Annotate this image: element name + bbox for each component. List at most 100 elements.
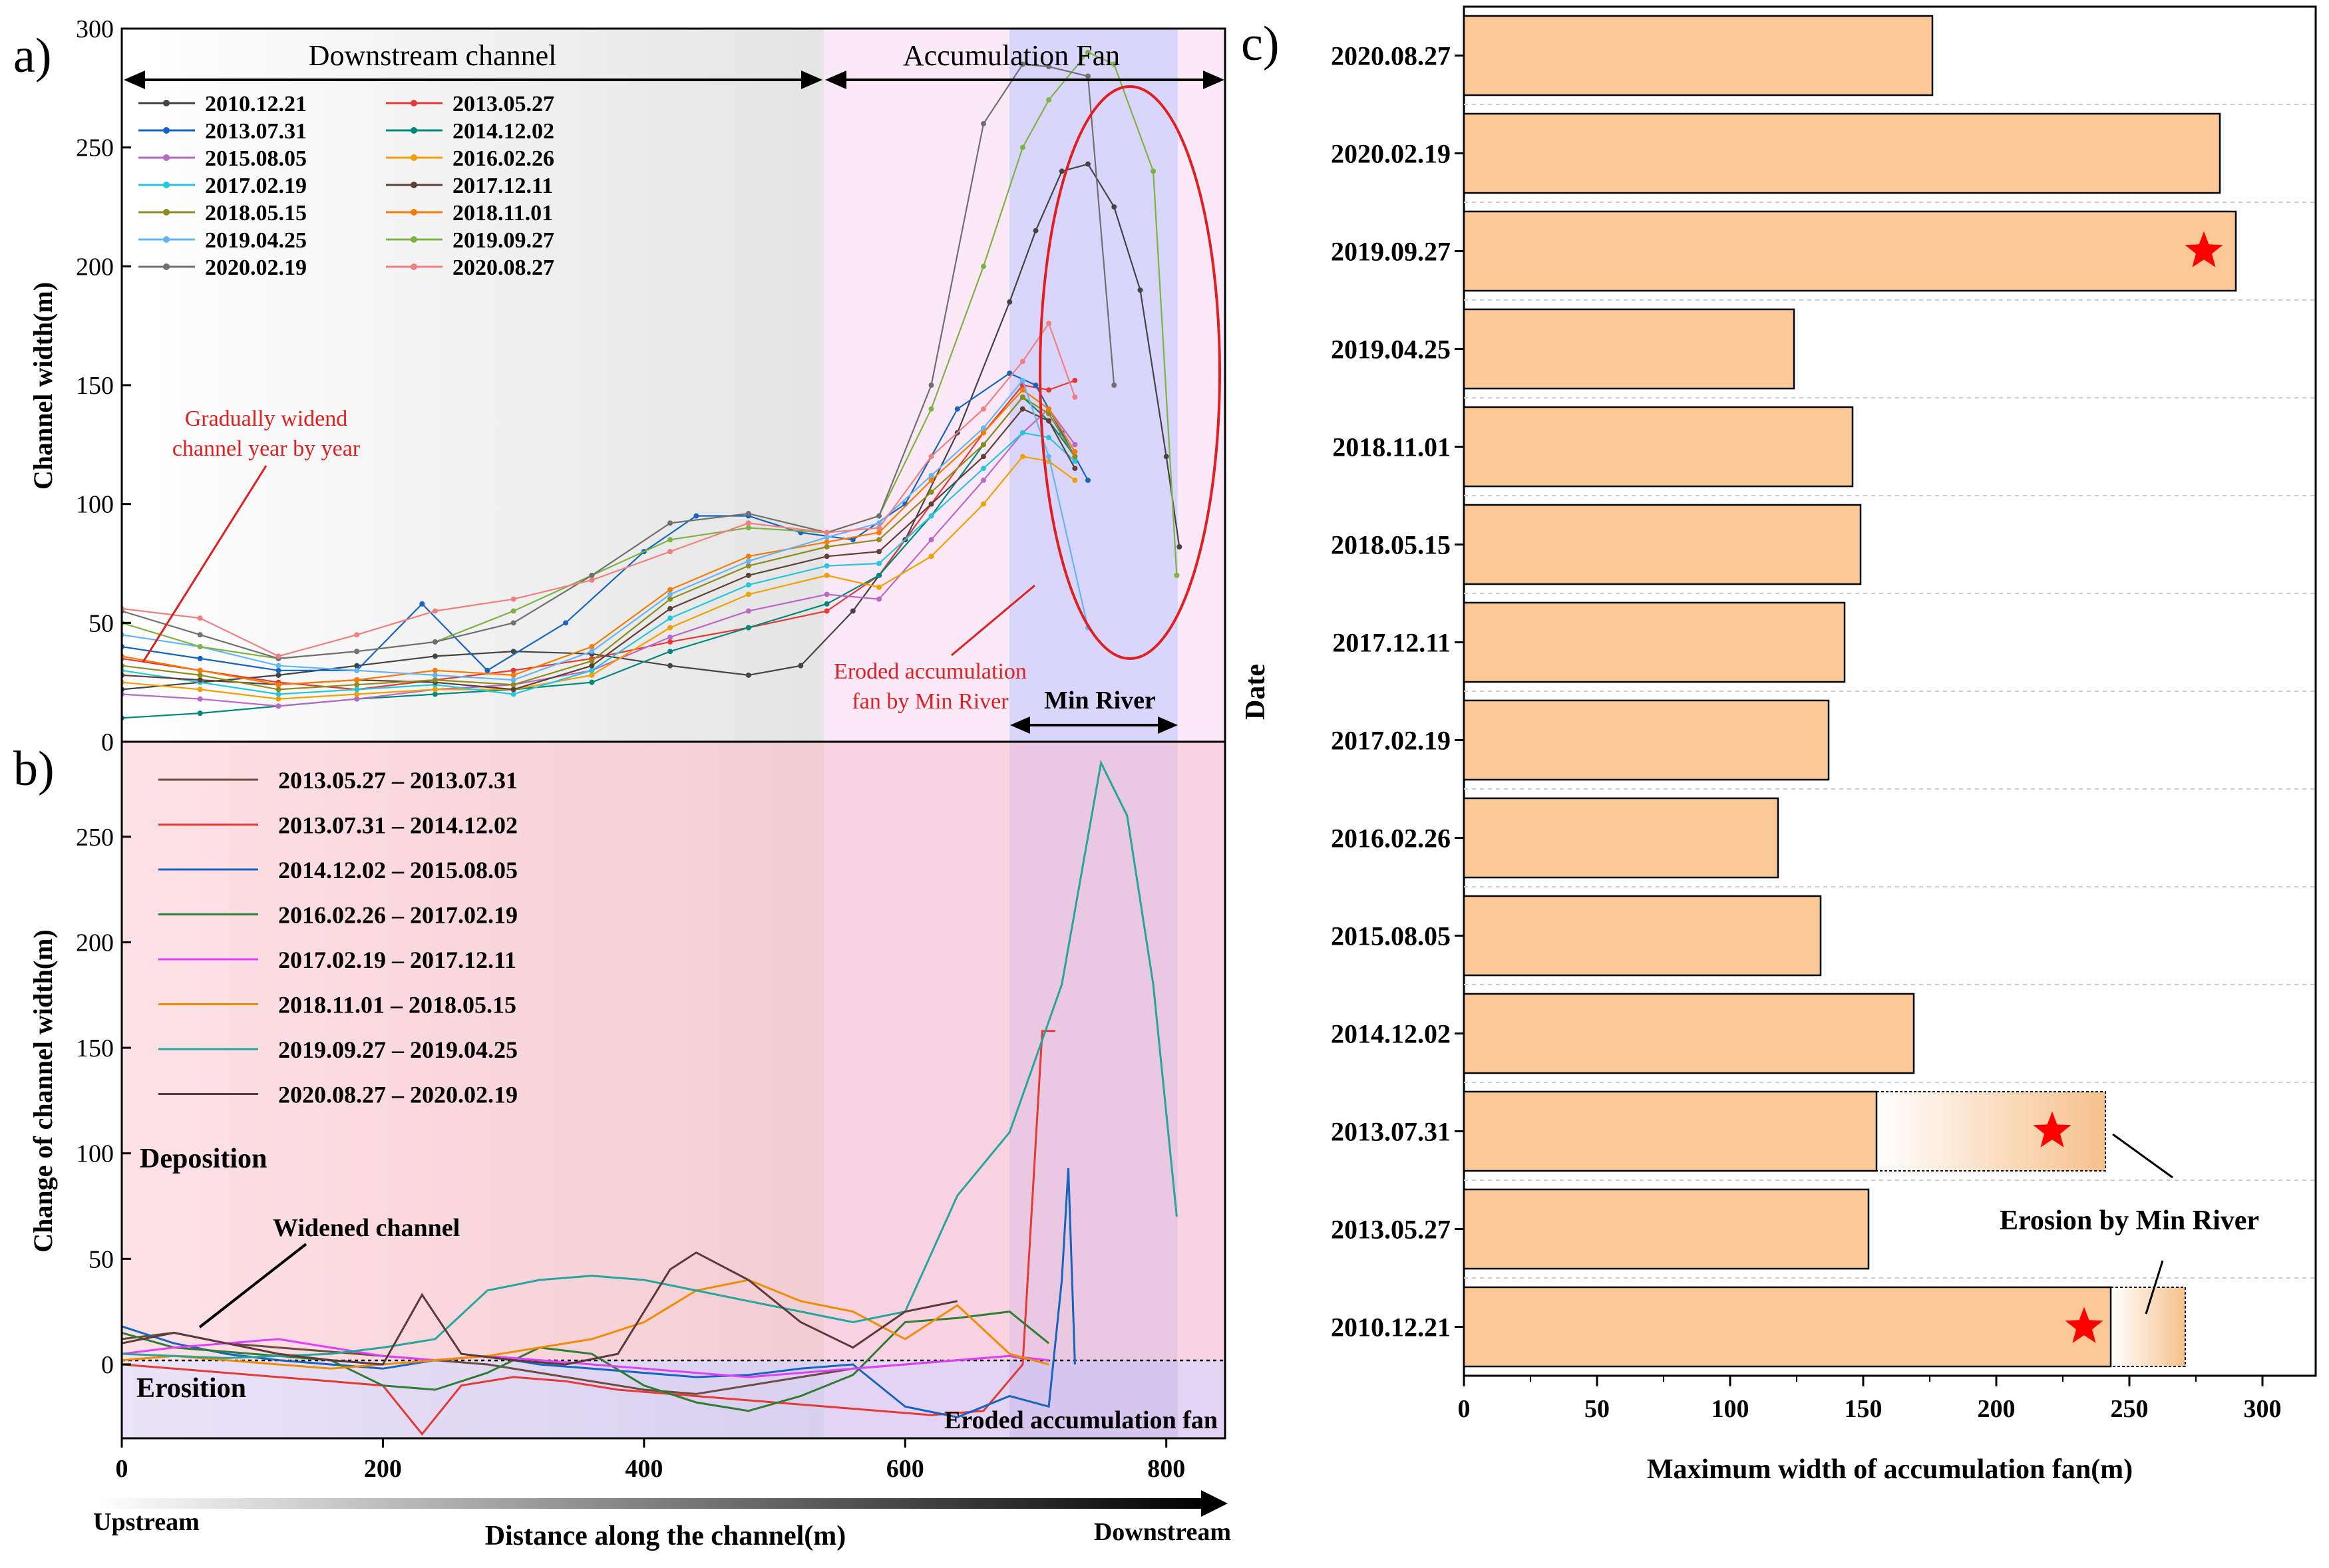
data-point	[1046, 406, 1052, 412]
star-marker	[2033, 1111, 2071, 1148]
annot-eroded-line2: fan by Min River	[852, 689, 1009, 714]
data-point	[928, 489, 934, 495]
data-point	[1019, 377, 1025, 383]
legend-label: 2015.08.05	[205, 146, 307, 171]
data-point	[824, 608, 830, 614]
data-point	[510, 672, 516, 678]
data-point	[589, 679, 595, 685]
downstream-channel-bg	[122, 29, 824, 742]
bar-2019.09.27	[1463, 210, 2237, 292]
data-point	[1072, 449, 1078, 455]
y-tick-label: 150	[76, 1034, 114, 1062]
data-point	[876, 561, 882, 566]
panel-c-y-axis: 2020.08.27 2020.02.19 2019.09.27 2019.04.25…	[1331, 41, 1464, 1342]
y-tick-label: 2013.05.27	[1331, 1215, 1451, 1245]
legend-label: 2018.11.01	[452, 201, 553, 226]
data-point	[981, 430, 987, 436]
region-fan-label: Accumulation Fan	[903, 39, 1120, 72]
widened-channel-label: Widened channel	[273, 1214, 460, 1242]
data-point	[1019, 359, 1025, 365]
erosion-min-river-label: Erosion by Min River	[2000, 1205, 2259, 1236]
panel-c-label: c)	[1241, 17, 1280, 71]
data-point	[667, 615, 673, 621]
data-point	[510, 687, 516, 693]
data-point	[1019, 144, 1025, 150]
series-line-2019.04.25	[122, 379, 1089, 681]
data-point	[981, 454, 987, 460]
data-point	[667, 549, 673, 555]
data-point	[432, 672, 438, 678]
data-point	[275, 696, 281, 702]
data-point	[981, 263, 987, 269]
legend-label: 2019.04.25	[205, 228, 307, 253]
data-point	[354, 677, 360, 683]
series-line-2015.08.05	[122, 408, 1076, 707]
data-point	[275, 703, 281, 709]
x-tick-label: 50	[1584, 1395, 1610, 1423]
data-point	[510, 608, 516, 614]
data-point	[850, 608, 856, 614]
legend-marker	[163, 182, 170, 188]
distance-gradient-arrow	[96, 1498, 1208, 1509]
eroded-fan-label: Eroded accumulation fan	[944, 1406, 1218, 1434]
upstream-label: Upstream	[93, 1508, 200, 1536]
legend-marker	[163, 127, 170, 134]
data-point	[589, 658, 595, 664]
data-point	[693, 513, 699, 519]
data-point	[510, 596, 516, 602]
data-point	[1085, 49, 1091, 55]
legend-label: 2013.05.27 – 2013.07.31	[278, 767, 518, 794]
widened-channel-pointer	[198, 1243, 307, 1329]
series-line-2019.09.27 – 2019.04.25	[122, 759, 1178, 1359]
data-point	[1085, 73, 1091, 79]
series-line-2017.02.19 – 2017.12.11	[122, 1338, 1049, 1378]
y-tick-label: 100	[76, 1140, 114, 1168]
y-tick-label: 2018.05.15	[1331, 530, 1451, 560]
data-point	[824, 534, 830, 540]
x-tick-label: 800	[1147, 1455, 1185, 1483]
data-point	[981, 477, 987, 483]
panel-b-legend: 2013.05.27 – 2013.07.31 2013.07.31 – 2014…	[158, 767, 518, 1108]
y-tick-label: 2019.09.27	[1331, 237, 1451, 267]
data-point	[589, 667, 595, 673]
data-point	[1019, 387, 1025, 393]
data-point	[275, 672, 281, 678]
data-point	[928, 383, 934, 388]
y-tick-label: 50	[89, 609, 114, 637]
data-point	[1019, 454, 1025, 460]
erosion-pointer-upper	[2112, 1133, 2173, 1179]
legend-label: 2014.12.02	[452, 119, 554, 144]
data-point	[745, 520, 751, 526]
x-tick-label: 400	[625, 1455, 663, 1483]
data-point	[589, 663, 595, 669]
arrow-head	[1010, 716, 1030, 734]
series-line-2020.08.27	[122, 321, 1076, 657]
data-point	[798, 663, 804, 669]
x-tick-label: 600	[886, 1455, 924, 1483]
data-point	[589, 644, 595, 650]
eroded-extension-bar	[2110, 1286, 2186, 1368]
data-point	[354, 667, 360, 673]
arrow-head	[1203, 71, 1224, 89]
legend-marker	[163, 154, 170, 161]
y-tick-label: 50	[89, 1245, 114, 1273]
legend-marker	[163, 263, 170, 270]
y-tick-label: 2017.02.19	[1331, 726, 1451, 756]
data-point	[667, 587, 673, 593]
data-point	[275, 663, 281, 669]
series-line-2013.07.31	[122, 372, 1089, 672]
data-point	[667, 625, 673, 631]
x-tick-label: 150	[1845, 1395, 1882, 1423]
series-line-2013.07.31 – 2014.12.02	[122, 1030, 1055, 1436]
legend-label: 2020.08.27 – 2020.02.19	[278, 1082, 518, 1108]
data-point	[981, 442, 987, 448]
region-downstream-label: Downstream channel	[309, 39, 557, 72]
data-point	[275, 682, 281, 688]
x-tick-label: 100	[1711, 1395, 1749, 1423]
data-point	[1072, 454, 1078, 460]
bar-2018.11.01	[1463, 406, 1854, 488]
data-point	[667, 520, 673, 526]
data-point	[354, 687, 360, 693]
data-point	[745, 553, 751, 559]
data-point	[745, 572, 751, 578]
